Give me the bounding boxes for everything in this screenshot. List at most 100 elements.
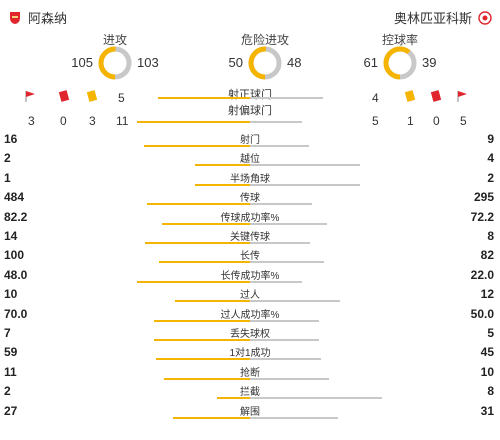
red-card-icon — [430, 90, 442, 102]
stat-home-bar — [153, 339, 250, 341]
dial-home-value: 50 — [228, 55, 243, 70]
stat-home-value: 7 — [4, 326, 11, 340]
stat-home-bar — [156, 358, 250, 361]
stat-label: 丢失球权 — [230, 329, 270, 340]
stat-label: 长传 — [240, 251, 260, 263]
away-red-cards: 0 — [433, 114, 440, 128]
stat-away-value: 8 — [487, 384, 494, 399]
stat-away-value: 295 — [473, 190, 494, 205]
stat-home-value: 484 — [4, 190, 25, 205]
shots-on-home: 5 — [118, 91, 125, 105]
stat-label: 关键传球 — [230, 232, 270, 243]
stat-away-bar — [250, 300, 340, 303]
stat-away-bar — [250, 339, 319, 341]
dial-title: 进攻 — [102, 33, 127, 47]
stat-home-bar — [163, 377, 250, 380]
stat-home-value: 1 — [4, 170, 11, 185]
stat-home-value: 11 — [4, 364, 17, 379]
away-team-name: 奥林匹亚科斯 — [393, 11, 472, 26]
dial-home-arc — [383, 46, 417, 80]
home-corners: 3 — [28, 114, 35, 128]
stat-label: 传球 — [240, 193, 260, 205]
stat-home-value: 48.0 — [4, 267, 28, 282]
shots-off-home-bar — [136, 121, 250, 123]
stat-away-bar — [250, 183, 360, 186]
stat-away-value: 4 — [487, 151, 494, 166]
stat-home-value: 100 — [4, 248, 25, 263]
stat-home-bar — [144, 145, 250, 147]
dial-away-value: 103 — [137, 55, 159, 70]
stat-away-bar — [250, 242, 310, 244]
dial-ring — [98, 46, 132, 80]
stat-away-bar — [250, 416, 339, 419]
stat-away-bar — [250, 377, 329, 380]
stat-away-bar — [250, 358, 322, 361]
stat-home-bar — [147, 203, 250, 206]
dial-home-value: 105 — [71, 55, 93, 70]
stat-away-value: 72.2 — [470, 209, 494, 224]
stat-away-bar — [250, 280, 302, 283]
stat-home-value: 10 — [4, 287, 18, 302]
stat-home-value: 27 — [4, 403, 18, 418]
home-team: 阿森纳 — [8, 8, 67, 27]
shots-on-away-bar — [250, 97, 324, 99]
red-card-icon — [58, 90, 70, 102]
stat-home-value: 2 — [4, 151, 11, 166]
stat-away-value: 10 — [480, 364, 494, 379]
stat-away-bar — [250, 145, 310, 147]
dial-ring — [248, 46, 282, 80]
dial-title: 危险进攻 — [240, 33, 289, 47]
olympiacos-crest-icon — [478, 10, 492, 25]
stat-home-bar — [153, 319, 250, 322]
stat-label: 抢断 — [240, 367, 260, 379]
stat-away-value: 22.0 — [470, 267, 494, 282]
shots-off-away: 5 — [372, 114, 379, 128]
corner-flag-icon — [457, 91, 467, 102]
stat-away-value: 2 — [487, 170, 494, 185]
stat-home-bar — [175, 300, 250, 303]
home-team-name: 阿森纳 — [28, 11, 68, 26]
stat-away-bar — [250, 164, 360, 167]
stat-away-value: 31 — [480, 403, 494, 418]
stat-home-value: 70.0 — [4, 306, 28, 321]
stat-away-bar — [250, 203, 313, 206]
stat-home-bar — [173, 416, 250, 419]
stat-label: 过人 — [240, 290, 260, 302]
dial-home-arc — [248, 46, 282, 80]
shots-on-label: 射正球门 — [228, 89, 272, 101]
stat-label: 长传成功率% — [220, 270, 280, 282]
stat-home-bar — [159, 261, 250, 264]
stat-label: 拦截 — [240, 387, 260, 399]
stat-home-value: 82.2 — [4, 209, 28, 224]
stat-label: 半场角球 — [230, 173, 270, 185]
stat-label: 射门 — [240, 135, 260, 146]
stat-label: 1对1成功 — [229, 348, 271, 360]
dial-home-value: 61 — [363, 55, 378, 70]
shots-on-away: 4 — [372, 91, 379, 105]
stat-home-bar — [136, 280, 250, 283]
stat-away-bar — [250, 397, 382, 400]
stat-home-value: 16 — [4, 132, 18, 146]
stat-away-value: 12 — [480, 287, 494, 302]
stat-away-value: 9 — [487, 132, 494, 146]
away-yellow-cards: 1 — [407, 114, 414, 128]
yellow-card-icon — [404, 90, 416, 102]
dial-ring — [383, 46, 417, 80]
stat-home-value: 59 — [4, 345, 18, 360]
stat-away-bar — [250, 222, 328, 225]
stat-label: 过人成功率% — [220, 309, 280, 321]
yellow-card-icon — [86, 90, 98, 102]
dial-title: 控球率 — [381, 33, 418, 47]
stat-home-bar — [145, 242, 250, 244]
arsenal-crest-icon — [10, 11, 20, 24]
stat-away-value: 82 — [480, 248, 494, 263]
stat-label: 越位 — [240, 154, 260, 166]
away-team: 奥林匹亚科斯 — [394, 8, 492, 27]
stat-label: 解围 — [240, 406, 260, 418]
stat-label: 传球成功率% — [220, 212, 280, 224]
stat-away-bar — [250, 319, 319, 322]
stat-away-value: 45 — [480, 345, 494, 360]
stat-home-bar — [217, 397, 250, 400]
shots-off-label: 射偏球门 — [228, 105, 272, 117]
shots-off-home: 11 — [116, 114, 129, 128]
